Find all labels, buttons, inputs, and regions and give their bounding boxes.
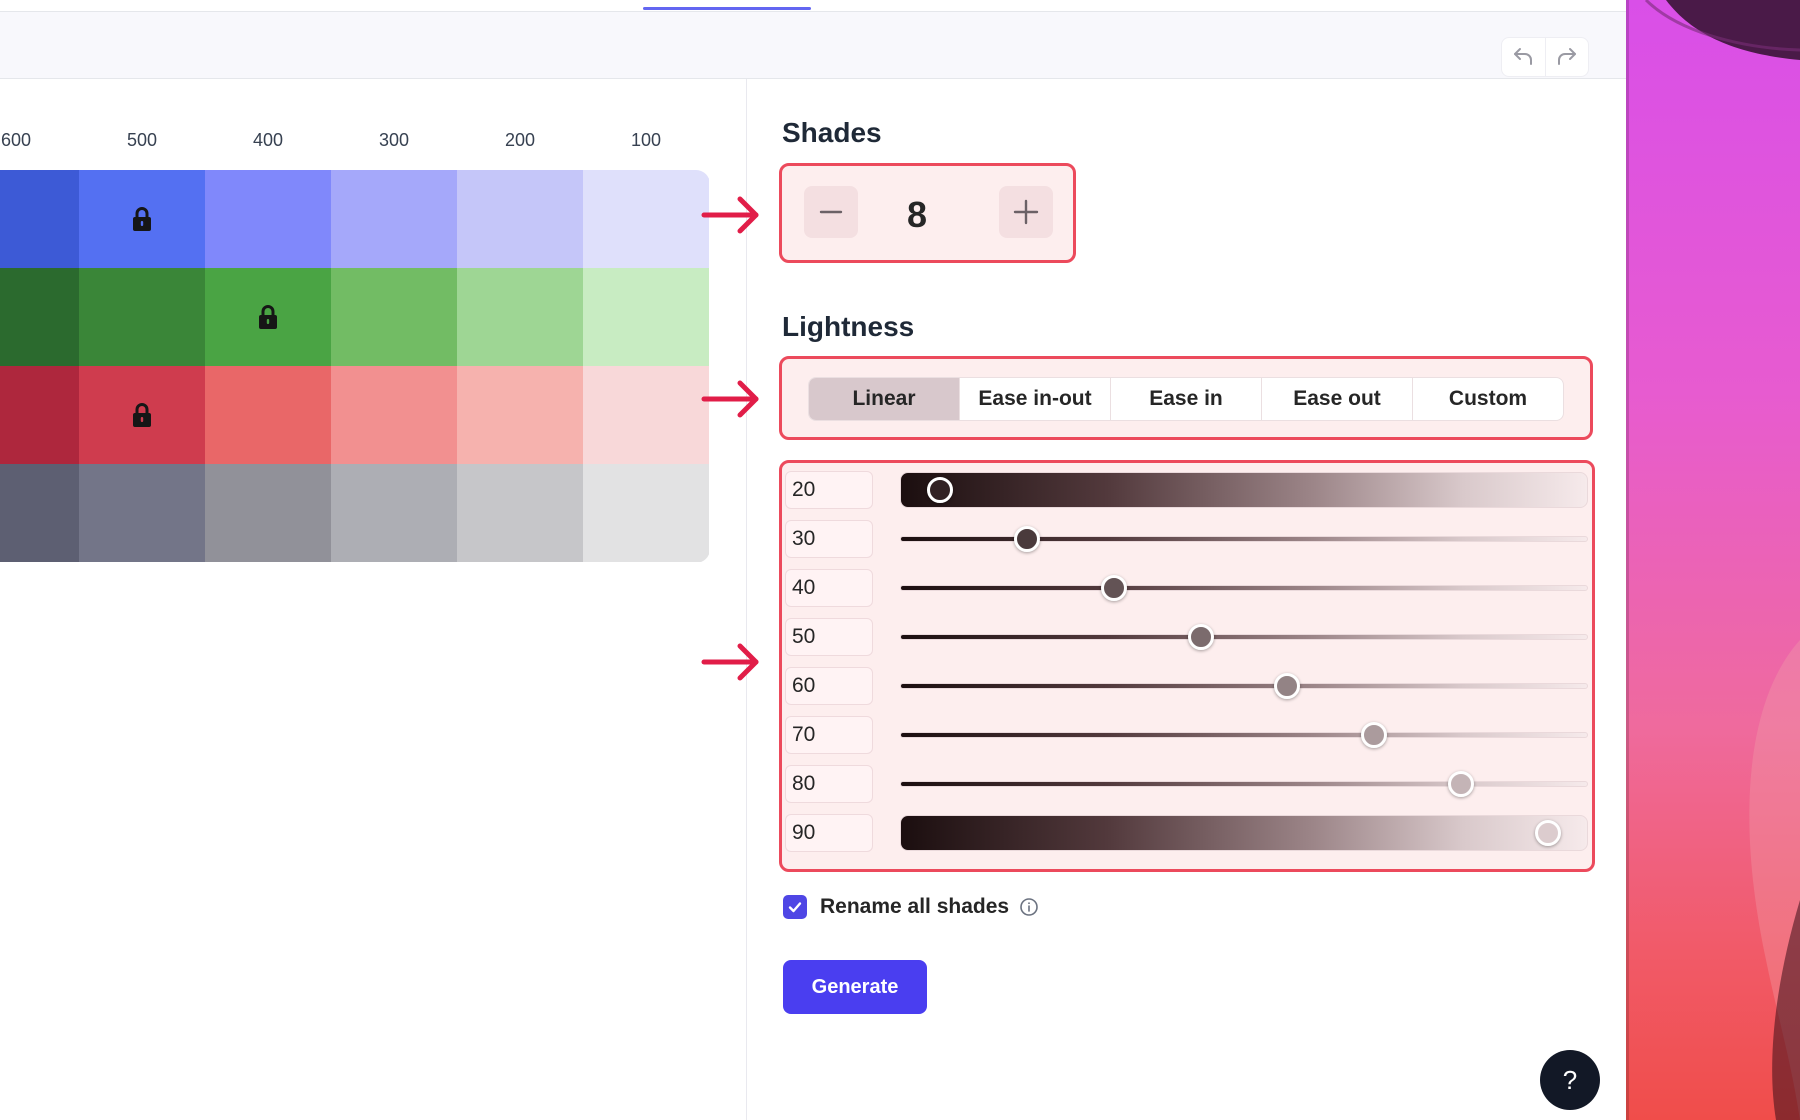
color-swatch[interactable] (79, 464, 205, 562)
history-controls (1501, 37, 1589, 77)
minus-icon (819, 210, 843, 214)
undo-icon (1514, 48, 1533, 65)
lightness-value-input[interactable]: 90 (785, 814, 873, 852)
column-header: 200 (504, 130, 536, 150)
window-edge-shadow (1626, 0, 1629, 1120)
lightness-slider-thumb[interactable] (927, 477, 953, 503)
decrease-shades-button[interactable] (804, 186, 858, 238)
column-header: 600 (0, 130, 32, 150)
checkmark-icon (788, 902, 802, 913)
easing-option-custom[interactable]: Custom (1412, 378, 1563, 420)
lightness-slider-thumb[interactable] (1535, 820, 1561, 846)
increase-shades-button[interactable] (999, 186, 1053, 238)
lightness-value-input[interactable]: 50 (785, 618, 873, 656)
arrow-right-icon (701, 380, 759, 418)
rename-all-shades-label[interactable]: Rename all shades (820, 895, 1010, 918)
lightness-value-input[interactable]: 70 (785, 716, 873, 754)
lock-icon[interactable] (131, 402, 153, 428)
arrow-right-icon (701, 643, 759, 681)
color-swatch[interactable] (457, 464, 583, 562)
lightness-slider-track[interactable] (900, 472, 1588, 508)
rename-all-shades-checkbox[interactable] (783, 895, 807, 919)
color-swatch[interactable] (583, 170, 709, 268)
info-icon[interactable] (1019, 897, 1039, 917)
wallpaper-shapes (1644, 0, 1800, 1120)
color-swatch[interactable] (331, 170, 457, 268)
shades-count[interactable]: 8 (906, 194, 928, 235)
color-swatch[interactable] (457, 170, 583, 268)
lightness-slider-thumb[interactable] (1274, 673, 1301, 699)
lightness-title: Lightness (782, 311, 915, 342)
lightness-slider-track[interactable] (900, 781, 1588, 787)
easing-segmented-control: Linear Ease in-out Ease in Ease out Cust… (808, 377, 1564, 421)
color-swatch[interactable] (79, 268, 205, 366)
lightness-slider-track[interactable] (900, 634, 1588, 640)
color-swatch[interactable] (457, 268, 583, 366)
active-tab-indicator (643, 7, 811, 10)
shades-title: Shades (782, 117, 882, 148)
color-swatch[interactable] (0, 170, 79, 268)
lightness-value-input[interactable]: 40 (785, 569, 873, 607)
color-swatch[interactable] (331, 268, 457, 366)
easing-option-ease-in-out[interactable]: Ease in-out (959, 378, 1110, 420)
color-swatch[interactable] (331, 464, 457, 562)
lightness-value-input[interactable]: 30 (785, 520, 873, 558)
color-swatch[interactable] (205, 464, 331, 562)
color-swatch[interactable] (583, 464, 709, 562)
color-swatch[interactable] (79, 170, 205, 268)
arrow-right-icon (701, 196, 759, 234)
lightness-slider-track[interactable] (900, 683, 1588, 689)
lightness-slider-thumb[interactable] (1100, 575, 1127, 601)
lightness-slider-track[interactable] (900, 585, 1588, 591)
column-header: 500 (126, 130, 158, 150)
column-header: 400 (252, 130, 284, 150)
lightness-value-input[interactable]: 60 (785, 667, 873, 705)
shades-stepper: 8 (779, 163, 1076, 263)
color-swatch[interactable] (205, 170, 331, 268)
lightness-sliders-highlight (779, 460, 1595, 872)
color-swatch[interactable] (583, 268, 709, 366)
color-swatch[interactable] (0, 366, 79, 464)
undo-button[interactable] (1502, 38, 1545, 76)
panel-divider (746, 79, 747, 1120)
top-tab-bar (0, 0, 1626, 12)
lock-icon[interactable] (131, 206, 153, 232)
redo-icon (1557, 48, 1576, 65)
generate-button[interactable]: Generate (783, 960, 927, 1014)
color-swatch[interactable] (331, 366, 457, 464)
toolbar (0, 12, 1626, 79)
lightness-slider-thumb[interactable] (1187, 624, 1214, 650)
plus-icon (1013, 199, 1039, 225)
color-swatch[interactable] (205, 268, 331, 366)
column-header: 300 (378, 130, 410, 150)
color-swatch[interactable] (79, 366, 205, 464)
color-swatch[interactable] (0, 464, 79, 562)
easing-option-ease-out[interactable]: Ease out (1261, 378, 1412, 420)
column-header: 100 (630, 130, 662, 150)
redo-button[interactable] (1544, 38, 1589, 76)
lightness-slider-thumb[interactable] (1361, 722, 1388, 748)
lightness-slider-track[interactable] (900, 536, 1588, 542)
help-button[interactable]: ? (1540, 1050, 1600, 1110)
lightness-value-input[interactable]: 20 (785, 471, 873, 509)
app-window: 600 500 400 300 200 100 Shades 8 Lightne… (0, 0, 1626, 1120)
color-swatch[interactable] (583, 366, 709, 464)
lightness-slider-track[interactable] (900, 815, 1588, 851)
easing-option-ease-in[interactable]: Ease in (1110, 378, 1261, 420)
color-swatch[interactable] (205, 366, 331, 464)
lightness-slider-thumb[interactable] (1448, 771, 1475, 797)
color-swatch[interactable] (457, 366, 583, 464)
color-swatch[interactable] (0, 268, 79, 366)
lightness-slider-track[interactable] (900, 732, 1588, 738)
lock-icon[interactable] (257, 304, 279, 330)
color-palette-grid (0, 170, 710, 563)
lightness-value-input[interactable]: 80 (785, 765, 873, 803)
easing-option-linear[interactable]: Linear (809, 378, 959, 420)
desktop-wallpaper (1626, 0, 1800, 1120)
lightness-slider-thumb[interactable] (1013, 526, 1040, 552)
